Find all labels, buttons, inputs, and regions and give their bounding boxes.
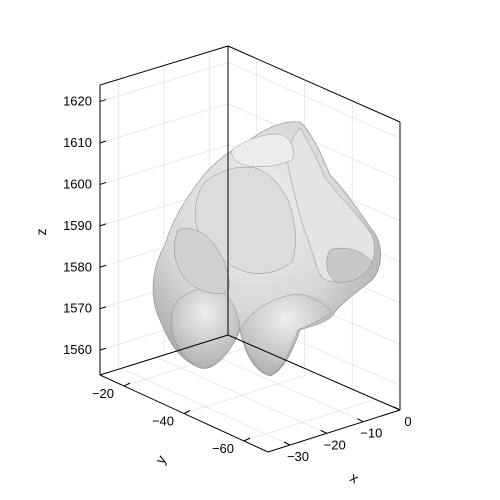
y-tick-label-2: −60: [212, 441, 234, 456]
box-edge-top-right: [227, 45, 401, 123]
box-edge-floor-right: [227, 334, 401, 411]
z-tick-label-3: 1590: [63, 218, 92, 233]
z-tick-label-6: 1620: [63, 94, 92, 109]
z-tick-6: [99, 99, 107, 103]
x-tick-3: [393, 406, 401, 411]
grid-z-right-6: [227, 62, 401, 139]
x-tick-label-3: 0: [404, 414, 411, 429]
y-axis-title: y: [152, 452, 169, 466]
z-tick-4: [99, 181, 107, 185]
y-tick-0: [123, 382, 131, 387]
x-tick-0: [283, 441, 291, 446]
surface-mesh: [152, 121, 381, 377]
z-tick-1: [99, 306, 107, 310]
x-tick-2: [357, 418, 364, 423]
grid-y-floor-1: [183, 372, 315, 414]
y-tick-label-0: −20: [92, 386, 114, 401]
z-tick-label-1: 1570: [63, 301, 92, 316]
z-tick-2: [99, 264, 107, 268]
x-tick-label-1: −20: [324, 437, 346, 452]
z-tick-label-0: 1560: [63, 342, 92, 357]
z-tick-label-5: 1610: [63, 135, 92, 150]
box-edge-top-left: [99, 45, 229, 86]
y-tick-label-1: −40: [152, 414, 174, 429]
x-axis-title: x: [347, 469, 361, 486]
z-tick-label-2: 1580: [63, 259, 92, 274]
box-edge-floor-left: [99, 334, 229, 376]
y-tick-1: [183, 410, 191, 414]
z-tick-label-4: 1600: [63, 176, 92, 191]
grid-y-floor-0: [123, 345, 253, 387]
x-tick-label-0: −30: [287, 449, 309, 464]
z-tick-3: [99, 223, 107, 227]
z-tick-5: [99, 140, 107, 144]
x-tick-label-2: −10: [360, 426, 382, 441]
z-tick-0: [99, 347, 107, 351]
z-axis-title: z: [33, 229, 49, 236]
y-tick-2: [243, 437, 251, 442]
grid-y-floor-2: [243, 398, 376, 442]
x-tick-1: [320, 429, 327, 434]
